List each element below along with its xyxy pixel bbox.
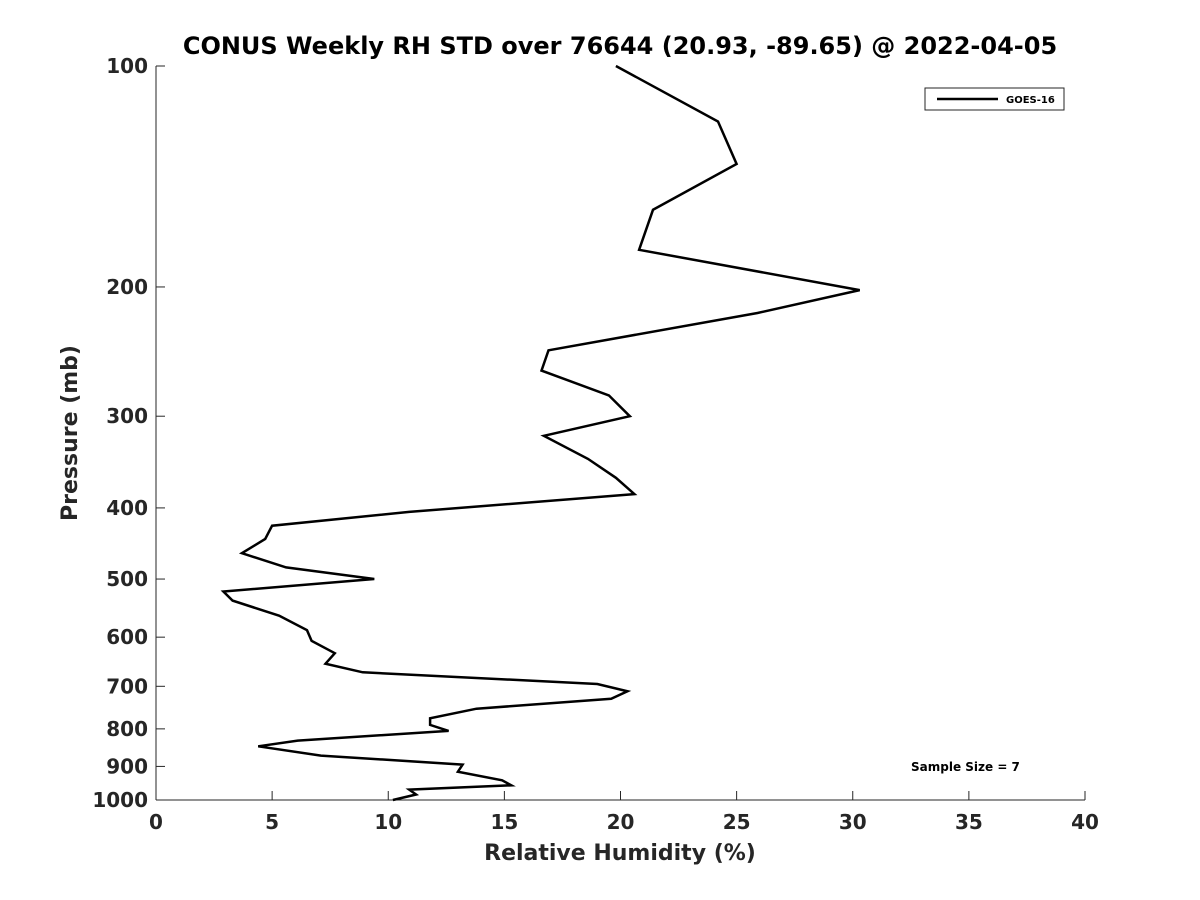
y-tick-label: 600 bbox=[106, 625, 148, 649]
y-axis-ticks: 100 200 300 400 500 600 700 800 900 1000 bbox=[92, 54, 165, 812]
x-axis-ticks: 0 5 10 15 20 25 30 35 40 bbox=[149, 791, 1099, 834]
legend-label-goes-16: GOES-16 bbox=[1006, 95, 1055, 106]
sample-size-annotation: Sample Size = 7 bbox=[911, 760, 1020, 774]
series-layer bbox=[220, 64, 860, 802]
y-tick-label: 200 bbox=[106, 275, 148, 299]
x-axis-label: Relative Humidity (%) bbox=[484, 841, 756, 866]
y-tick-label: 500 bbox=[106, 567, 148, 591]
chart-title: CONUS Weekly RH STD over 76644 (20.93, -… bbox=[183, 32, 1057, 60]
x-tick-label: 30 bbox=[839, 810, 867, 834]
x-tick-label: 0 bbox=[149, 810, 163, 834]
y-tick-label: 1000 bbox=[92, 788, 148, 812]
legend: GOES-16 bbox=[924, 87, 1065, 111]
y-tick-label: 400 bbox=[106, 496, 148, 520]
x-tick-label: 35 bbox=[955, 810, 983, 834]
y-tick-label: 100 bbox=[106, 54, 148, 78]
x-tick-label: 25 bbox=[723, 810, 751, 834]
x-tick-label: 15 bbox=[490, 810, 518, 834]
y-axis-label: Pressure (mb) bbox=[58, 345, 83, 521]
y-tick-label: 800 bbox=[106, 717, 148, 741]
x-tick-label: 10 bbox=[374, 810, 402, 834]
y-tick-label: 900 bbox=[106, 754, 148, 778]
x-tick-label: 40 bbox=[1071, 810, 1099, 834]
x-tick-label: 20 bbox=[607, 810, 635, 834]
x-tick-label: 5 bbox=[265, 810, 279, 834]
y-tick-label: 300 bbox=[106, 404, 148, 428]
y-tick-label: 700 bbox=[106, 674, 148, 698]
series-line-goes-16 bbox=[220, 64, 860, 802]
